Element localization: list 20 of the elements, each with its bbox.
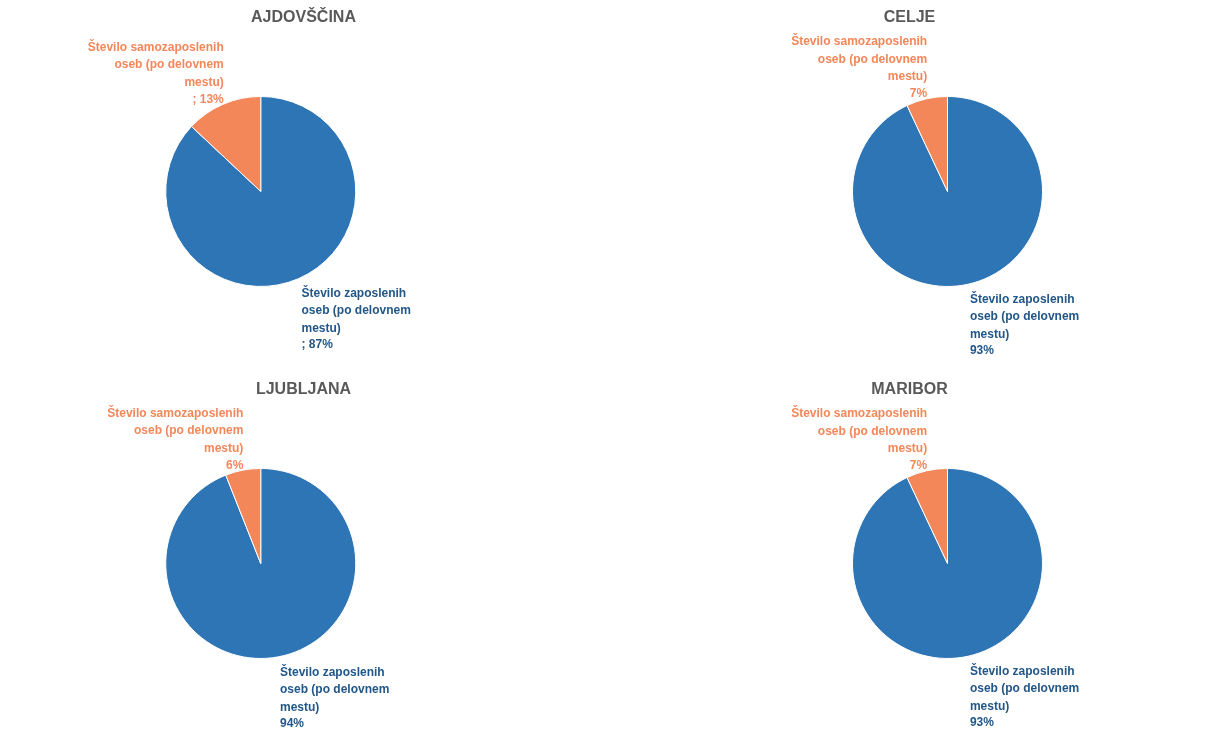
slice-label: Število zaposlenih oseb (po delovnem mestu) [969, 662, 1080, 713]
data-label: ; 13% [192, 91, 225, 106]
data-label: 7% [909, 86, 928, 101]
chart-title: CELJE [883, 7, 936, 25]
data-label: 93% [969, 342, 995, 357]
chart-title: LJUBLJANA [255, 379, 352, 397]
data-label: 93% [969, 714, 995, 729]
slice-label: Število samozaposlenih oseb (po delovnem mestu) [791, 33, 928, 84]
data-label: 6% [225, 457, 244, 472]
data-label: ; 87% [301, 336, 334, 351]
slice-label: Število zaposlenih oseb (po delovnem mestu) [969, 290, 1080, 341]
data-label: 7% [909, 458, 928, 473]
slice-label: Število samozaposlenih oseb (po delovnem mestu) [87, 38, 224, 89]
chart-title: AJDOVŠČINA [251, 6, 357, 25]
chart-title: MARIBOR [871, 379, 949, 397]
data-label: 94% [279, 715, 305, 730]
slice-label: Število zaposlenih oseb (po delovnem mestu) [279, 663, 390, 714]
slice-label: Število samozaposlenih oseb (po delovnem mestu) [107, 404, 244, 455]
slice-label: Število samozaposlenih oseb (po delovnem mestu) [791, 405, 928, 456]
slice-label: Število zaposlenih oseb (po delovnem mestu) [301, 284, 411, 335]
